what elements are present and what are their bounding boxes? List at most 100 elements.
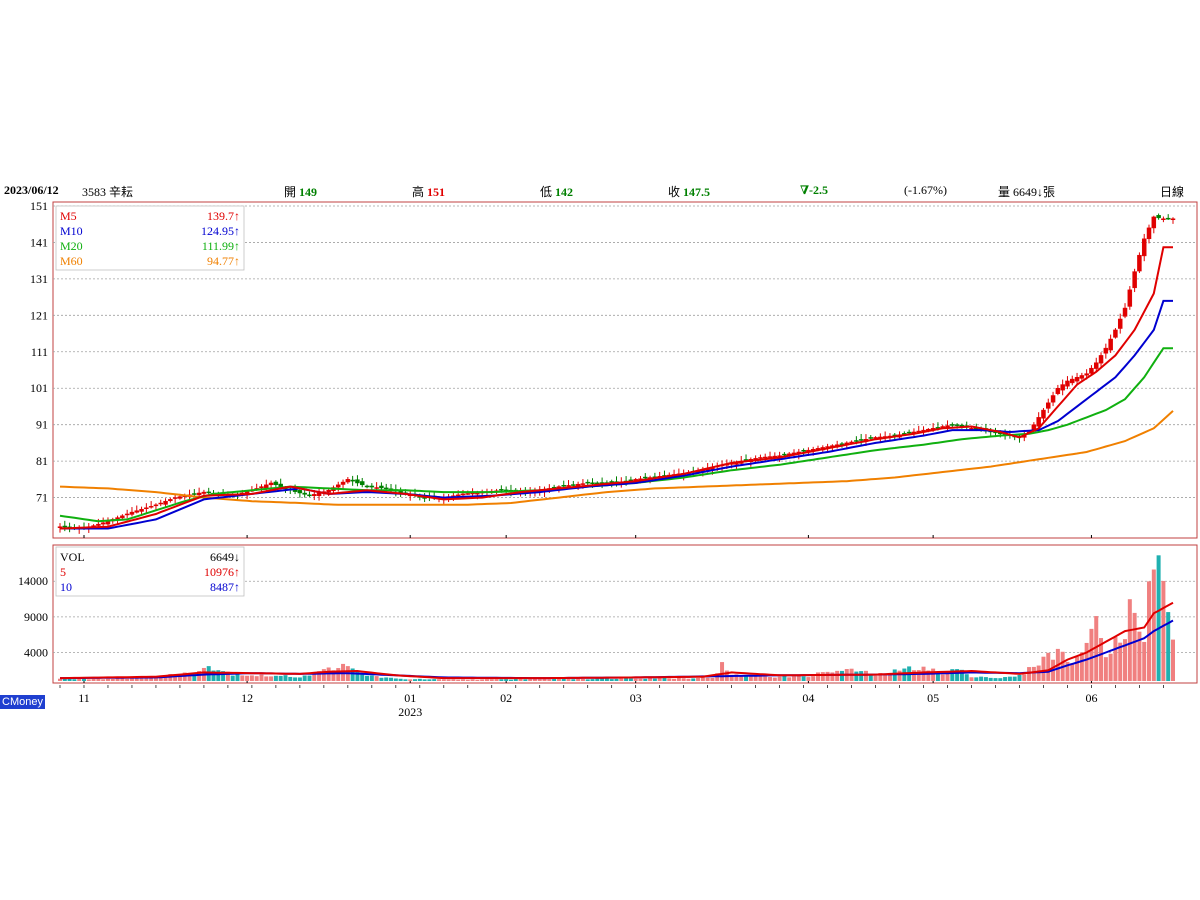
volume-bar [125,678,130,681]
volume-bar [806,677,811,681]
legend-series-name: M10 [60,224,83,238]
volume-bar [1007,676,1012,681]
volume-bar [259,674,264,681]
volume-bar [897,670,902,681]
volume-bar [173,676,178,681]
volume-bar [720,662,725,681]
close-price: 收 147.5 [668,185,711,199]
volume-bar [465,679,470,681]
candle-body [326,490,331,493]
price-tick-label: 111 [31,345,48,359]
volume-bar [571,679,576,681]
volume-bar [859,671,864,681]
candle-body [758,457,763,459]
volume-bar [422,679,427,681]
candle-body [134,510,140,513]
volume-bar [691,678,696,681]
volume-bar [974,677,979,681]
candle-body [139,508,144,512]
price-legend-box [55,205,245,271]
volume-bar [446,679,451,681]
candle-body [196,492,202,496]
candle-body [1074,377,1080,382]
brand-logo: CMoney [0,695,45,709]
candle-body [172,497,178,499]
volume-bar [801,676,806,681]
candle-body [297,490,303,494]
volume-legend-box [55,546,245,597]
volume-bar [787,677,792,681]
candle-body [359,481,365,486]
stock-name: 3583 辛耘 [82,185,134,199]
volume-bar [1147,581,1152,681]
volume-bar [504,679,509,681]
volume-bar [1012,676,1017,681]
volume-bar [652,678,657,681]
volume-bar [398,678,403,681]
candle-body [1036,417,1041,427]
volume-bar [667,678,672,681]
volume-bar [192,673,197,681]
legend-series-name: M20 [60,239,83,253]
candle-body [470,492,475,495]
candle-body [1093,362,1099,369]
volume-bar [158,676,163,681]
volume-bar [283,675,288,681]
volume-bar [744,676,749,681]
candle-body [1156,215,1161,219]
volume-bar [1166,612,1171,681]
volume-bar [988,677,993,681]
volume-bar [935,672,940,681]
high-price: 高 151 [412,185,446,199]
volume-bar [441,679,446,681]
candle-body [1050,395,1056,403]
volume-bar [369,675,374,681]
period-label[interactable]: 日線 [1160,185,1185,199]
volume-bar [110,678,115,681]
volume-bar [648,678,653,681]
volume-bar [590,679,595,681]
volume-bar [182,672,187,681]
volume-bar [638,678,643,681]
volume-bar [269,676,274,681]
candle-body [163,500,168,505]
volume-bar [67,678,72,681]
candle-body [455,494,461,497]
volume-bar [427,679,432,681]
candle-body [158,502,163,505]
volume-tick-label: 14000 [18,574,48,588]
volume-bar [782,675,787,681]
volume-bar [1094,616,1099,681]
volume-bar [528,679,533,681]
volume-bar [1003,677,1008,681]
x-axis-label: 11 [78,691,90,705]
x-axis-label: 05 [927,691,939,705]
candle-body [580,483,586,485]
volume-bar [887,673,892,681]
candle-body [1170,218,1176,221]
volume-bar [969,677,974,681]
volume-panel-frame [52,544,1198,684]
volume-bar [321,669,326,681]
volume-bar [628,678,633,681]
legend-series-value: 124.95↑ [201,224,240,238]
volume-bar [101,679,106,681]
volume-bar [835,670,840,681]
price-tick-label: 151 [30,199,48,213]
volume-bar [216,670,221,681]
candle-body [499,489,504,491]
volume-bar [1142,641,1147,681]
price-panel-frame [52,201,1198,539]
volume-bar [264,676,269,681]
volume-bar [657,677,662,681]
volume-bar [1070,663,1075,681]
candle-body [177,496,183,499]
volume-readout: 量 6649↓張 [998,185,1056,199]
volume-bar [1127,599,1132,681]
volume-bar [72,679,77,681]
candle-body [854,440,859,442]
volume-bar [878,673,883,681]
candle-body [868,437,874,439]
volume-bar [1089,628,1094,681]
volume-bar [1137,631,1142,681]
